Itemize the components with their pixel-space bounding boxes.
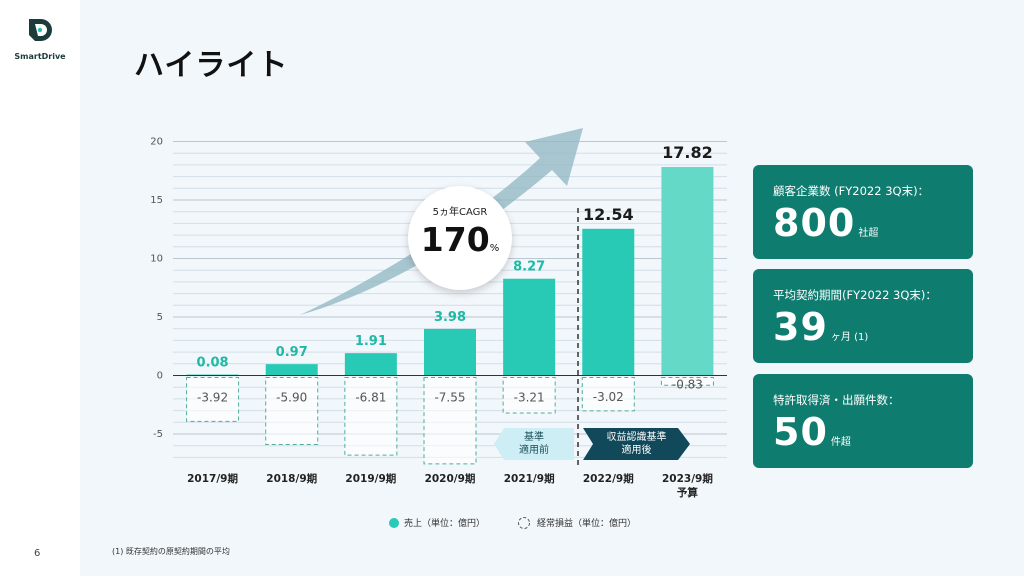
kpi-number: 50 — [773, 410, 828, 454]
kpi-value: 39 ヶ月 (1) — [773, 305, 868, 349]
cagr-label: 5ヵ年CAGR — [432, 207, 488, 218]
y-tick-label: -5 — [153, 429, 163, 440]
ordinary-value-label: -5.90 — [276, 391, 307, 405]
sales-bar — [344, 353, 397, 376]
tag-after-standard: 収益認識基準 適用後 — [583, 428, 690, 460]
y-tick-label: 10 — [150, 254, 163, 265]
x-tick-label: 2017/9期 — [187, 472, 238, 485]
sales-value-label: 0.97 — [276, 345, 308, 360]
x-tick-label: 2023/9期 — [662, 472, 713, 485]
kpi-card-contract-period: 平均契約期間(FY2022 3Q末)： 39 ヶ月 (1) — [753, 269, 973, 363]
x-axis-labels: 2017/9期 2018/9期 2019/9期 2020/9期 2021/9期 2022/… — [187, 472, 713, 499]
sales-value-label: 3.98 — [434, 310, 466, 325]
y-tick-label: 0 — [157, 371, 163, 382]
cagr-number: 170 — [420, 220, 490, 259]
page-title: ハイライト — [134, 48, 289, 83]
growth-arrow — [300, 128, 583, 315]
y-tick-label: 5 — [157, 312, 163, 323]
logo: SmartDrive — [10, 16, 70, 61]
ordinary-bar — [186, 377, 240, 422]
sales-bar — [582, 228, 635, 376]
sales-bar — [265, 364, 318, 376]
ordinary-value-label: -0.83 — [672, 377, 703, 391]
left-strip — [0, 0, 80, 576]
sales-value-label: 0.08 — [197, 356, 229, 371]
tag-before-standard: 基準 適用前 — [494, 428, 574, 460]
ordinary-bar — [265, 377, 319, 446]
kpi-value: 50 件超 — [773, 410, 851, 454]
kpi-unit: ヶ月 (1) — [830, 332, 869, 343]
kpi-card-customers: 顧客企業数 (FY2022 3Q末)： 800 社超 — [753, 165, 973, 259]
y-tick-label: 20 — [150, 137, 163, 148]
ordinary-bar — [660, 377, 714, 386]
x-tick-label: 2018/9期 — [266, 472, 317, 485]
legend-sales-swatch — [389, 518, 399, 528]
bars: 0.08 -3.92 0.97 -5.90 1.91 -6.81 3.98 -7.55 8.27… — [186, 143, 714, 465]
sales-value-label: 12.54 — [583, 205, 634, 224]
ordinary-value-label: -3.92 — [197, 391, 228, 405]
legend-ordinary-label: 経常損益（単位：億円） — [537, 517, 636, 529]
cagr-badge: 5ヵ年CAGR 170% — [408, 186, 512, 290]
y-axis-ticks: 20 15 10 5 0 -5 — [150, 137, 163, 441]
y-tick-label: 15 — [150, 195, 163, 206]
cagr-unit: % — [489, 243, 500, 254]
kpi-number: 800 — [773, 201, 856, 245]
x-tick-label: 2020/9期 — [425, 472, 476, 485]
cagr-value: 170% — [408, 220, 512, 259]
ordinary-bar — [344, 377, 398, 456]
kpi-label: 平均契約期間(FY2022 3Q末)： — [773, 288, 937, 302]
ordinary-bar — [581, 377, 635, 412]
sales-value-label: 1.91 — [355, 334, 387, 349]
sales-bar — [503, 278, 556, 376]
sales-bar — [424, 328, 476, 376]
smartdrive-logo-icon — [29, 19, 52, 41]
kpi-unit: 社超 — [858, 228, 879, 239]
footnote: (1) 既存契約の原契約期間の平均 — [112, 547, 230, 556]
brand-name: SmartDrive — [14, 52, 66, 61]
kpi-unit: 件超 — [830, 437, 851, 448]
ordinary-value-label: -7.55 — [434, 391, 465, 405]
ordinary-bar — [423, 377, 477, 465]
x-tick-label: 2021/9期 — [504, 472, 555, 485]
kpi-card-patents: 特許取得済・出願件数： 50 件超 — [753, 374, 973, 468]
sales-value-label: 17.82 — [662, 143, 713, 162]
x-tick-label: 2022/9期 — [583, 472, 634, 485]
kpi-number: 39 — [773, 305, 828, 349]
kpi-value: 800 社超 — [773, 201, 878, 245]
legend-ordinary-swatch — [518, 517, 530, 529]
kpi-label: 顧客企業数 (FY2022 3Q末)： — [773, 184, 930, 198]
kpi-label: 特許取得済・出願件数： — [773, 393, 900, 407]
x-tick-label: 2019/9期 — [345, 472, 396, 485]
sales-bar — [661, 167, 714, 376]
ordinary-value-label: -3.02 — [593, 390, 624, 404]
legend: 売上（単位：億円） 経常損益（単位：億円） — [389, 517, 636, 529]
page-number: 6 — [34, 548, 41, 559]
ordinary-bar — [502, 377, 556, 414]
sales-value-label: 8.27 — [513, 260, 545, 275]
x-tick-note: 予算 — [677, 486, 698, 499]
ordinary-value-label: -3.21 — [514, 391, 545, 405]
legend-sales-label: 売上（単位：億円） — [404, 517, 485, 529]
ordinary-value-label: -6.81 — [355, 391, 386, 405]
